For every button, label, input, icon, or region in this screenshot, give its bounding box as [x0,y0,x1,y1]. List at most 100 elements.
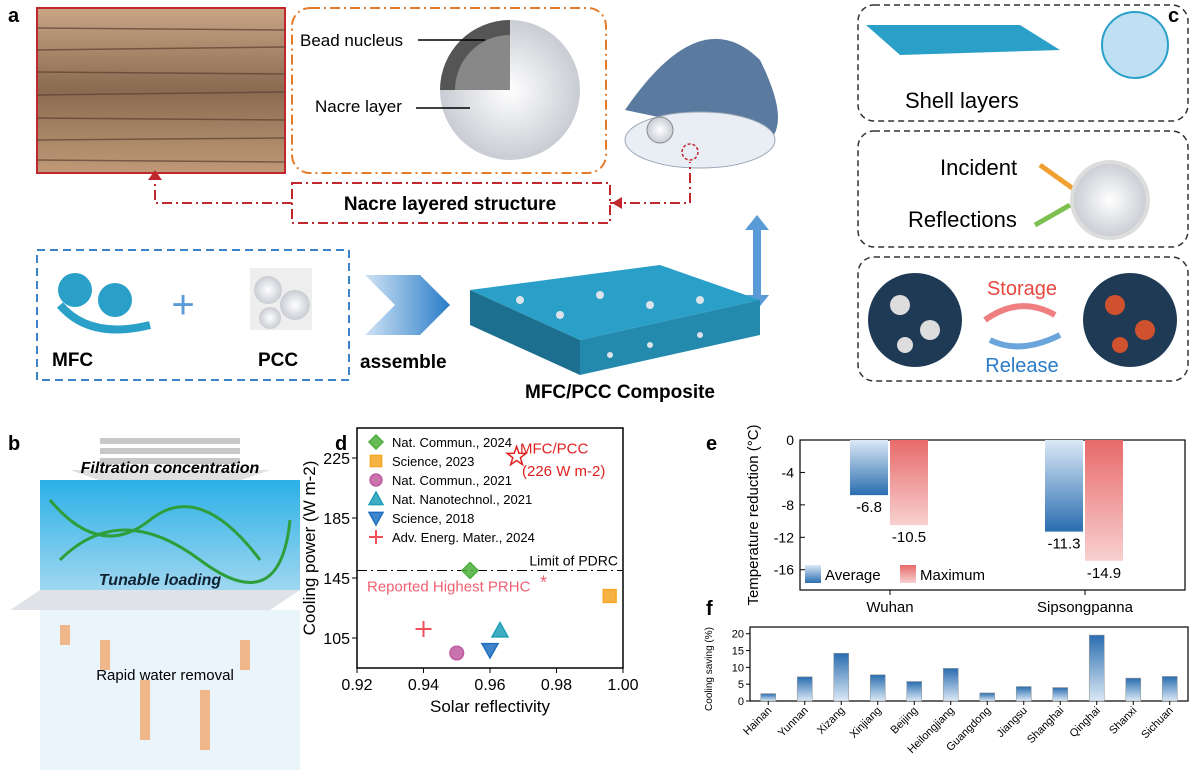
legend-label: Adv. Energ. Mater., 2024 [392,530,535,545]
bar [1015,686,1032,702]
legend-swatch-average [805,565,821,583]
mfc-label: MFC [52,350,93,371]
data-point-triangle-down [480,642,500,660]
mfc-pcc-value-label: (226 W m-2) [522,463,605,480]
bar-value-label: -6.8 [856,499,882,516]
x-tick-label: Yunnan [776,705,811,740]
bar [1088,634,1105,702]
panel-label-c: c [1168,5,1179,27]
plot-frame [749,626,1189,702]
bar-maximum [1085,440,1123,561]
y-axis-label: Temperature reduction (°C) [745,424,762,605]
bar [833,652,850,702]
legend-marker-plus [369,530,383,544]
bar [1052,687,1069,702]
legend-marker-triangle-down [367,511,385,527]
chart-d: 0.92 0.94 0.96 0.98 1.00 105 145 185 225 Solar re… [300,427,639,716]
bar-average [1045,440,1083,532]
legend-swatch-maximum [900,565,916,583]
x-tick-label: 0.92 [341,677,372,694]
plot-frame [799,439,1186,591]
bar-value-label: -10.5 [892,529,926,546]
bar [1125,677,1142,702]
y-tick-label: -4 [782,464,795,480]
legend-label: Science, 2018 [392,511,474,526]
legend-label: Science, 2023 [392,454,474,469]
composite-illustration [470,265,760,375]
light-reflection-illustration [1033,160,1150,240]
x-tick-label: 0.94 [408,677,439,694]
legend-label: Average [825,567,881,584]
reflections-label: Reflections [908,207,1017,232]
x-tick-label: 0.96 [474,677,505,694]
data-point-plus [415,621,432,637]
bar-value-label: -14.9 [1087,565,1121,582]
pdrc-limit-label: Limit of PDRC [529,553,618,569]
bar [1161,676,1178,702]
release-state-illustration [1083,273,1177,367]
legend-label: Maximum [920,567,985,584]
legend-label: Nat. Commun., 2021 [392,473,512,488]
y-tick-label: 225 [323,451,350,468]
y-axis-label: Cooling saving (%) [704,627,715,711]
nacre-layer-label: Nacre layer [315,97,402,116]
x-tick-label: 0.98 [541,677,572,694]
legend-marker-diamond [367,433,385,451]
x-tick-label: 1.00 [607,677,638,694]
bar [906,681,923,702]
data-point-circle [449,645,465,661]
legend-label: Nat. Commun., 2024 [392,435,512,450]
plus-icon: + [171,283,194,327]
nacre-structure-label: Nacre layered structure [344,194,556,215]
shell-layers-label: Shell layers [905,88,1019,113]
pcc-particles-icon [250,268,312,330]
y-tick-label: 5 [738,679,744,691]
storage-arrow [983,303,1057,323]
storage-state-illustration [868,273,962,367]
assemble-label: assemble [360,352,447,373]
x-tick-label: Sipsongpanna [1037,599,1134,616]
x-tick-label: Shanxi [1107,705,1139,737]
x-tick-label: Sichuan [1139,705,1176,742]
pcc-label: PCC [258,350,298,371]
x-tick-label: Xinjiang [848,705,884,741]
bar [942,668,959,702]
bar [869,674,886,702]
mfc-pcc-label: MFC/PCC [520,441,588,458]
y-tick-label: 10 [732,662,744,674]
y-tick-label: 105 [323,631,350,648]
filtration-label: Filtration concentration [81,460,260,477]
legend-label: Nat. Nanotechnol., 2021 [392,492,532,507]
bar-maximum [890,440,928,526]
x-tick-label: Wuhan [866,599,913,616]
oyster-shell-illustration [624,38,778,169]
release-label: Release [985,355,1058,377]
y-tick-label: 145 [323,571,350,588]
shell-layers-box [857,4,1189,122]
mfc-fiber-icon [56,273,151,334]
filtration-illustration [10,438,300,770]
y-tick-label: 20 [732,629,744,641]
y-tick-label: -12 [774,529,794,545]
prhc-annotation: Reported Highest PRHC [367,579,531,596]
shell-layers-illustration [866,11,1169,79]
panel-label-a: a [8,5,20,27]
bar [796,676,813,702]
chart-e: 0 -4 -8 -12 -16 Temperature reduction (°C) Wuh… [745,424,1186,616]
y-tick-label: 0 [786,432,794,448]
x-tick-label: Hainan [741,705,774,738]
bar [760,693,777,702]
data-point-square [602,588,617,604]
reflection-box [857,130,1189,248]
raw-materials-box [36,249,350,381]
x-tick-label: Qinghai [1068,705,1103,740]
data-point-diamond [460,561,480,580]
y-tick-label: 15 [732,646,744,658]
bar-value-label: -11.3 [1047,536,1080,553]
nacre-micrograph [36,7,286,174]
bead-nucleus-label: Bead nucleus [300,31,403,50]
incident-label: Incident [940,155,1017,180]
tunable-loading-label: Tunable loading [99,572,222,589]
